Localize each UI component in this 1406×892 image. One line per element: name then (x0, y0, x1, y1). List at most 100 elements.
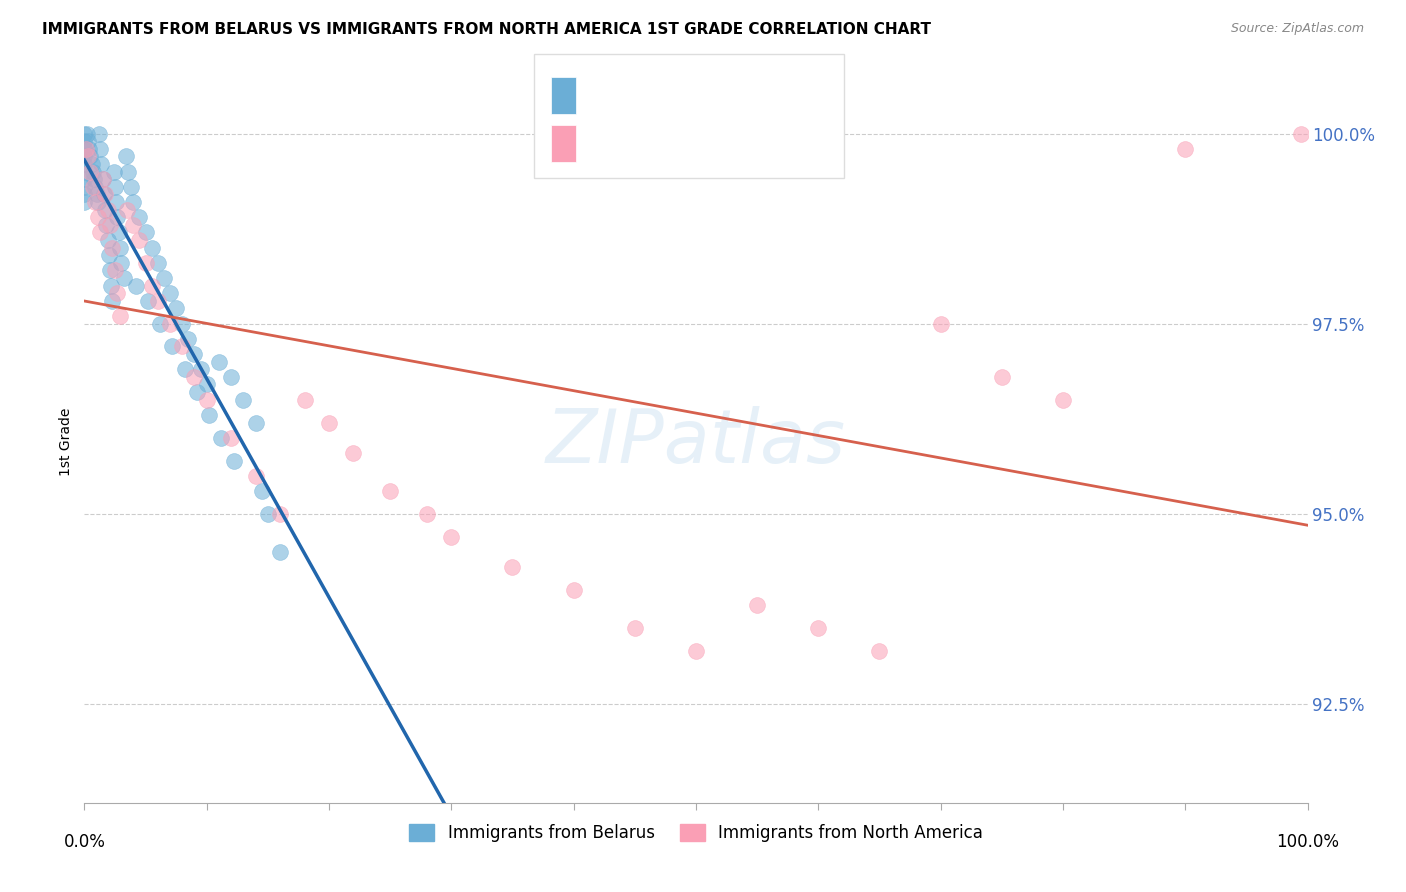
Point (115, 202, 138, 217)
Point (128, 210, 150, 224)
Point (153, 271, 176, 285)
Point (77, 134, 100, 148)
Point (183, 347, 205, 361)
Point (112, 271, 135, 285)
Point (685, 643, 707, 657)
Point (624, 621, 647, 635)
Point (318, 416, 340, 430)
Point (141, 278, 163, 293)
Point (104, 263, 127, 277)
Point (73, 127, 96, 141)
Point (101, 293, 124, 308)
Point (82, 164, 104, 178)
Text: 0.350: 0.350 (630, 89, 681, 107)
Text: R =: R = (585, 89, 624, 107)
Point (440, 530, 463, 544)
Point (162, 339, 184, 353)
Point (87, 127, 110, 141)
Point (104, 179, 127, 194)
Point (91, 172, 114, 186)
Point (79, 149, 101, 163)
Point (198, 408, 221, 422)
Point (87, 194, 110, 209)
Point (91, 172, 114, 186)
Point (80, 157, 103, 171)
Point (89, 226, 111, 240)
Point (416, 507, 439, 521)
Point (146, 293, 169, 308)
Point (257, 507, 280, 521)
Point (562, 582, 585, 597)
Point (84, 194, 107, 209)
Point (117, 164, 139, 178)
Point (177, 332, 200, 346)
Point (82, 179, 104, 194)
Point (107, 226, 129, 240)
Point (73, 157, 96, 171)
Legend: Immigrants from Belarus, Immigrants from North America: Immigrants from Belarus, Immigrants from… (402, 817, 990, 848)
Point (94, 202, 117, 217)
Point (294, 392, 316, 407)
Point (208, 354, 231, 368)
Point (73, 164, 96, 178)
Point (120, 179, 142, 194)
Point (159, 317, 181, 331)
Point (165, 301, 187, 316)
Text: Source: ZipAtlas.com: Source: ZipAtlas.com (1230, 22, 1364, 36)
Point (869, 643, 891, 657)
Point (991, 370, 1014, 384)
Point (73, 172, 96, 186)
Point (77, 149, 100, 163)
Point (128, 233, 150, 247)
Point (136, 293, 159, 308)
Point (502, 560, 524, 574)
Point (100, 278, 122, 293)
Point (172, 317, 194, 331)
Point (1174, 142, 1197, 156)
Point (73, 134, 96, 148)
Point (342, 446, 364, 460)
Text: 72: 72 (747, 89, 769, 107)
Text: 100.0%: 100.0% (1277, 833, 1339, 851)
Point (73, 179, 96, 194)
Point (73, 194, 96, 209)
Point (269, 507, 291, 521)
Point (747, 598, 769, 612)
Point (209, 431, 232, 445)
Point (97, 248, 120, 262)
Point (380, 483, 402, 498)
Point (186, 385, 208, 400)
Point (73, 142, 96, 156)
Text: N =: N = (697, 136, 749, 153)
Text: IMMIGRANTS FROM BELARUS VS IMMIGRANTS FROM NORTH AMERICA 1ST GRADE CORRELATION C: IMMIGRANTS FROM BELARUS VS IMMIGRANTS FR… (42, 22, 931, 37)
Point (929, 317, 952, 331)
Point (94, 187, 117, 202)
Point (245, 416, 267, 430)
Point (79, 164, 101, 178)
Point (105, 210, 128, 224)
Point (89, 142, 111, 156)
Point (108, 241, 131, 255)
Point (98, 263, 121, 277)
Point (173, 362, 195, 376)
Point (125, 278, 148, 293)
Text: 0.0%: 0.0% (63, 833, 105, 851)
Text: R =: R = (585, 136, 624, 153)
Point (146, 256, 169, 270)
Point (105, 286, 128, 301)
Y-axis label: 1st Grade: 1st Grade (59, 408, 73, 475)
Text: N =: N = (697, 89, 749, 107)
Point (135, 256, 157, 270)
Point (219, 370, 242, 384)
Point (1291, 127, 1313, 141)
Point (269, 545, 291, 559)
Point (77, 142, 100, 156)
Point (222, 453, 245, 467)
Point (87, 210, 110, 224)
Text: 0.284: 0.284 (630, 136, 682, 153)
Point (76, 127, 98, 141)
Point (149, 317, 172, 331)
Point (807, 621, 830, 635)
Point (190, 362, 212, 376)
Point (98, 218, 121, 232)
